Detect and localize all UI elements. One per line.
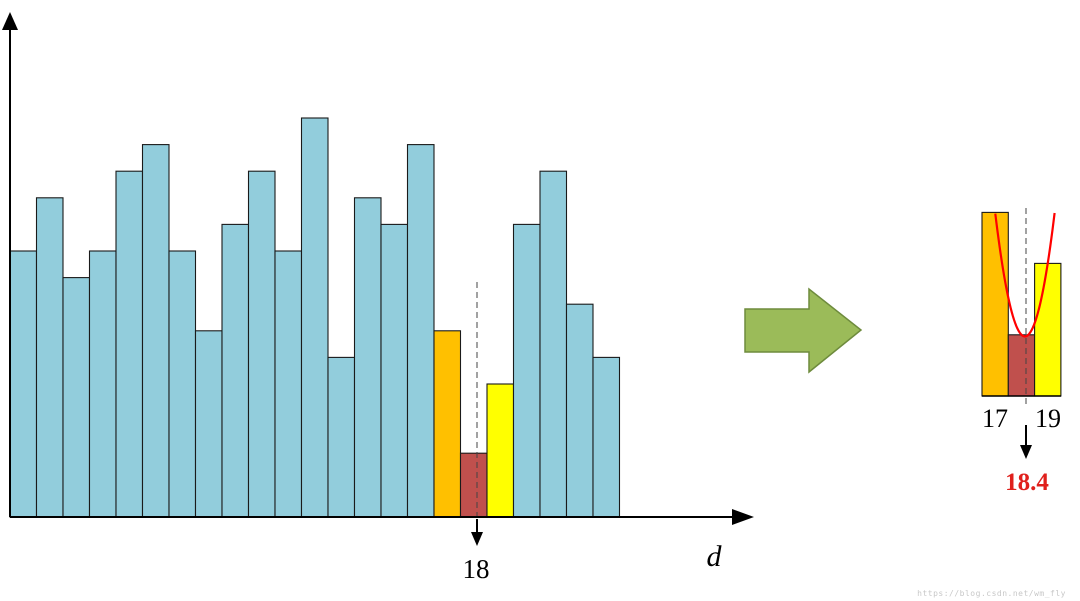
zoomed-subpixel-chart: 17 19 18.4: [981, 208, 1062, 496]
main-bars-group: [9, 117, 621, 518]
histogram-bar: [539, 170, 568, 518]
histogram-bar: [433, 330, 462, 518]
x-axis-arrowhead: [732, 509, 754, 525]
histogram-bar: [9, 250, 38, 518]
histogram-bar: [300, 117, 329, 518]
min-disparity-tick-label: 18: [463, 554, 490, 584]
histogram-bar: [274, 250, 303, 518]
histogram-bar: [406, 144, 435, 518]
right-arrow-icon: [744, 287, 863, 374]
histogram-bar: [194, 330, 223, 518]
histogram-bar: [88, 250, 117, 518]
histogram-bar: [168, 250, 197, 518]
zoom-bar-17: [981, 211, 1009, 397]
watermark-text: https://blog.csdn.net/wm_fly: [917, 589, 1066, 598]
histogram-bar: [247, 170, 276, 518]
histogram-bar: [115, 170, 144, 518]
histogram-bar: [62, 277, 91, 518]
histogram-bar: [221, 223, 250, 518]
histogram-bar: [592, 356, 621, 518]
histogram-bar: [459, 452, 488, 518]
down-arrow-icon: [1020, 425, 1032, 459]
histogram-bar: [565, 303, 594, 518]
tick-label-19: 19: [1035, 404, 1061, 433]
down-arrow-icon: [471, 519, 483, 546]
zoom-bar-19: [1034, 262, 1062, 397]
histogram-bar: [512, 223, 541, 518]
zoom-bars-group: [981, 211, 1062, 397]
histogram-bar: [486, 383, 515, 518]
histogram-bar: [353, 197, 382, 518]
histogram-bar: [35, 197, 64, 518]
x-axis-label: d: [707, 540, 723, 573]
histogram-bar: [141, 144, 170, 518]
tick-label-17: 17: [982, 404, 1008, 433]
subpixel-result-label: 18.4: [1005, 469, 1049, 496]
histogram-bar: [380, 223, 409, 518]
histogram-bar: [327, 356, 356, 518]
main-histogram: 18 d: [2, 12, 754, 584]
zoom-bar-18: [1007, 334, 1036, 397]
y-axis-arrowhead: [2, 12, 18, 30]
parabola-fit-curve: [994, 212, 1056, 338]
